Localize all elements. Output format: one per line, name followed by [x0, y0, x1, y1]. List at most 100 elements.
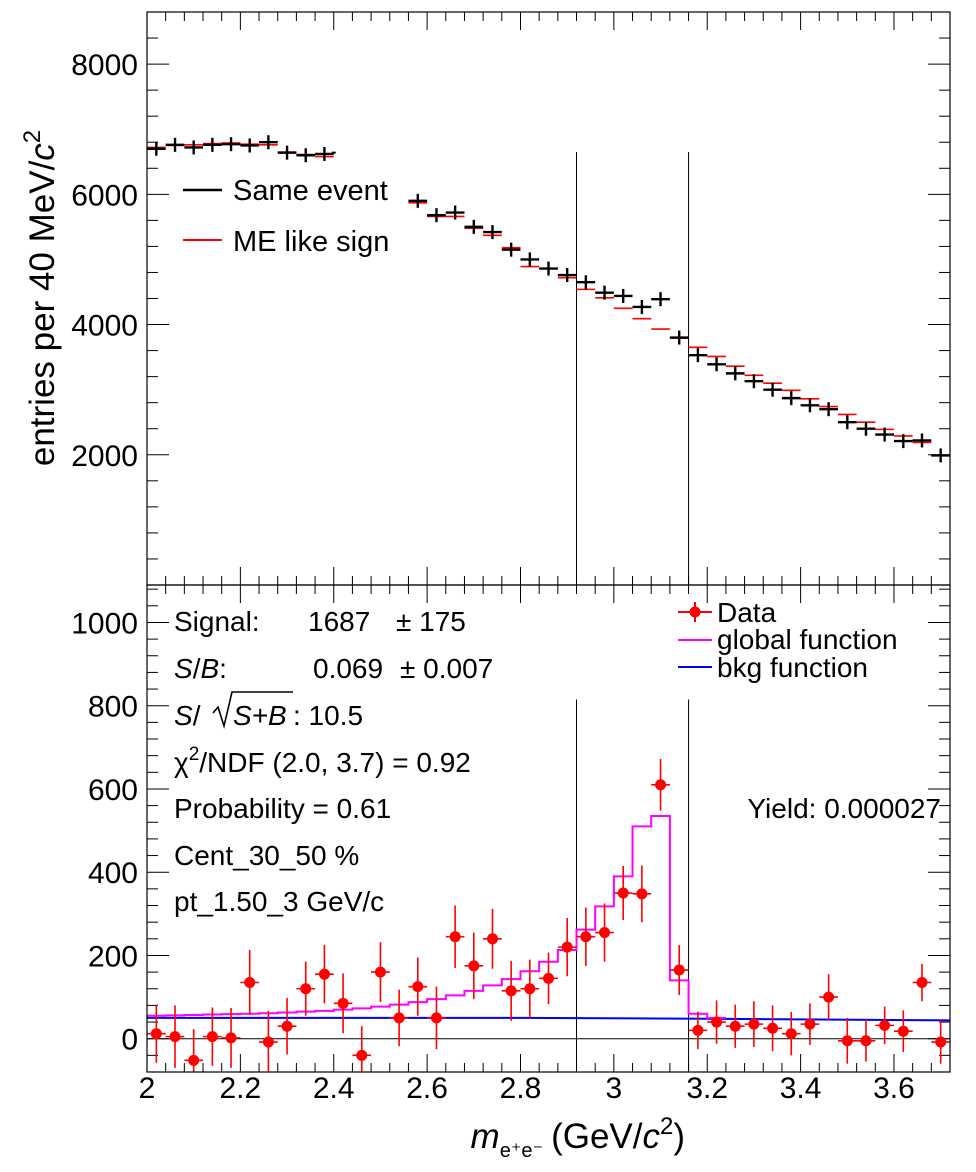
data-point-marker — [225, 1032, 237, 1044]
data-point-marker — [655, 779, 667, 791]
same-event-point — [912, 433, 932, 448]
data-point — [912, 963, 932, 1002]
significance-radicand: S+B — [233, 700, 287, 731]
same-event-point — [501, 242, 521, 257]
data-point — [557, 917, 577, 977]
legend-label-same-event: Same event — [233, 175, 388, 207]
data-point-marker — [430, 1012, 442, 1024]
bottom-x-tick-label: 2.6 — [406, 1072, 448, 1105]
data-point — [763, 1005, 782, 1052]
data-point — [315, 945, 334, 1004]
top-y-tick-label: 2000 — [71, 440, 138, 473]
bottom-panel: 0 200 400 600 800 1000 2 2.2 2.4 2.6 2.8 3 3.2 3.4 3.6… — [71, 584, 951, 1162]
data-point-marker — [673, 964, 685, 976]
data-point-marker — [505, 985, 517, 997]
data-point — [856, 1019, 876, 1062]
same-event-point — [445, 205, 465, 220]
fit-annotations: Signal: 1687 ± 175 S/B: 0.069 ± 0.007 S/… — [174, 606, 941, 917]
data-point-marker — [337, 997, 349, 1009]
top-y-axis-label: entries per 40 MeV/c2 — [19, 130, 62, 466]
yield-text: Yield: 0.000027 — [747, 793, 941, 824]
data-point — [296, 961, 316, 1016]
data-point — [277, 997, 297, 1055]
data-point-marker — [393, 1012, 405, 1024]
same-event-point — [781, 391, 801, 406]
same-event-point — [931, 448, 950, 463]
data-point — [837, 1017, 857, 1064]
data-point — [259, 1010, 278, 1072]
data-point — [800, 1003, 820, 1045]
data-point-marker — [356, 1049, 368, 1061]
data-point-marker — [561, 941, 573, 953]
data-point-marker — [300, 983, 312, 995]
same-event-point — [520, 252, 540, 267]
data-point — [203, 1007, 222, 1066]
same-event-point — [651, 292, 670, 307]
data-point-marker — [617, 887, 629, 899]
data-point — [725, 1004, 745, 1048]
data-point-marker — [206, 1031, 218, 1043]
same-event-point — [613, 288, 633, 303]
sqrt-radical-sign — [212, 691, 293, 730]
data-point-marker — [318, 968, 330, 980]
data-point-marker — [636, 888, 648, 900]
data-point — [352, 1026, 372, 1072]
same-event-point — [819, 402, 838, 417]
legend-label-me-like-sign: ME like sign — [233, 226, 389, 258]
top-axis-ticks: 2000 4000 6000 8000 — [71, 11, 951, 585]
data-point — [651, 758, 670, 811]
signal-label: Signal: — [174, 606, 260, 637]
data-point — [632, 865, 652, 923]
data-point-marker — [711, 1016, 723, 1028]
data-point — [520, 959, 540, 1018]
same-event-point — [744, 374, 764, 389]
same-event-point — [893, 434, 913, 449]
data-point-marker — [897, 1025, 909, 1037]
same-event-point — [856, 421, 876, 436]
same-event-point — [763, 382, 782, 397]
data-point-marker — [823, 991, 835, 1003]
data-point — [669, 945, 689, 995]
same-event-point — [669, 330, 689, 345]
bottom-x-tick-label: 2.8 — [500, 1072, 542, 1105]
data-point-marker — [524, 983, 536, 995]
top-y-tick-label: 6000 — [71, 179, 138, 212]
significance-label: S/ — [174, 700, 201, 731]
data-point — [371, 942, 390, 1003]
bottom-x-tick-label: 3.2 — [686, 1072, 728, 1105]
same-event-point — [427, 208, 446, 223]
same-event-point — [707, 357, 726, 372]
data-point — [613, 865, 633, 921]
pt-range-text: pt_1.50_3 GeV/c — [174, 886, 384, 917]
bkg-function-series — [147, 1016, 951, 1022]
same-event-point — [557, 268, 577, 283]
data-point — [501, 960, 521, 1021]
centrality-text: Cent_30_50 % — [174, 840, 359, 871]
data-point — [408, 957, 428, 1016]
bkg-function-line — [147, 1016, 951, 1022]
data-point — [221, 1007, 241, 1068]
data-point-marker — [374, 966, 386, 978]
data-point-marker — [860, 1035, 872, 1047]
same-event-point — [595, 285, 614, 300]
data-point-marker — [580, 931, 592, 943]
bottom-x-tick-label: 3.6 — [873, 1072, 915, 1105]
data-point-marker — [785, 1028, 797, 1040]
data-point-marker — [150, 1028, 162, 1040]
data-point — [333, 973, 353, 1034]
same-event-point — [184, 140, 204, 155]
same-event-point — [576, 275, 596, 290]
same-event-point — [464, 219, 484, 234]
data-point — [875, 1006, 894, 1045]
data-point-marker — [692, 1024, 704, 1036]
bottom-y-tick-label: 600 — [88, 774, 138, 807]
same-event-point — [296, 148, 316, 163]
signal-value: 1687 — [308, 606, 370, 637]
bottom-x-tick-label: 2 — [139, 1072, 156, 1105]
legend-label-data: Data — [717, 597, 777, 628]
same-event-point — [277, 145, 297, 160]
s-over-b-error: ± 0.007 — [400, 653, 493, 684]
top-signal-window-lines — [576, 151, 690, 585]
same-event-series — [147, 135, 950, 463]
